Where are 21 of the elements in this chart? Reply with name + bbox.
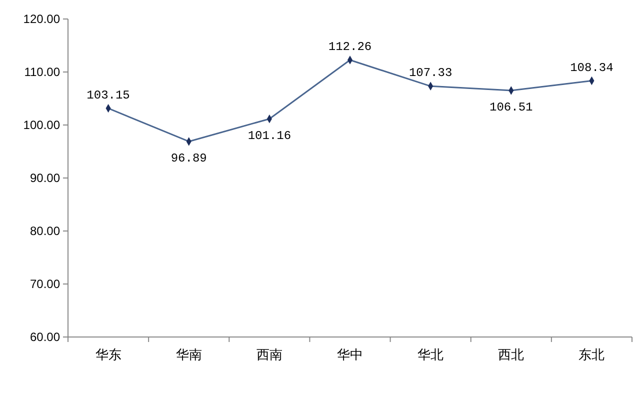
x-tick-label: 西南 — [256, 347, 282, 362]
y-tick-label: 110.00 — [24, 65, 60, 80]
data-label: 107.33 — [408, 66, 452, 80]
x-tick-label: 华东 — [95, 347, 122, 362]
data-label: 101.16 — [248, 128, 292, 143]
y-tick-label: 90.00 — [30, 171, 60, 186]
y-tick-label: 60.00 — [30, 330, 60, 344]
y-tick-label: 120.00 — [23, 12, 60, 26]
data-label: 108.34 — [570, 60, 614, 75]
x-tick-label: 华南 — [176, 347, 202, 362]
y-tick-label: 80.00 — [30, 224, 60, 238]
data-label: 103.15 — [86, 88, 130, 102]
y-tick-label: 100.00 — [23, 118, 60, 132]
x-tick-label: 西北 — [498, 347, 524, 362]
data-label: 106.51 — [490, 100, 533, 114]
data-label: 96.89 — [170, 151, 207, 166]
y-tick-label: 70.00 — [30, 277, 60, 292]
x-tick-label: 东北 — [578, 347, 605, 362]
data-label: 112.26 — [328, 40, 372, 54]
x-tick-label: 华中 — [337, 347, 363, 362]
x-tick-label: 华北 — [418, 347, 444, 362]
